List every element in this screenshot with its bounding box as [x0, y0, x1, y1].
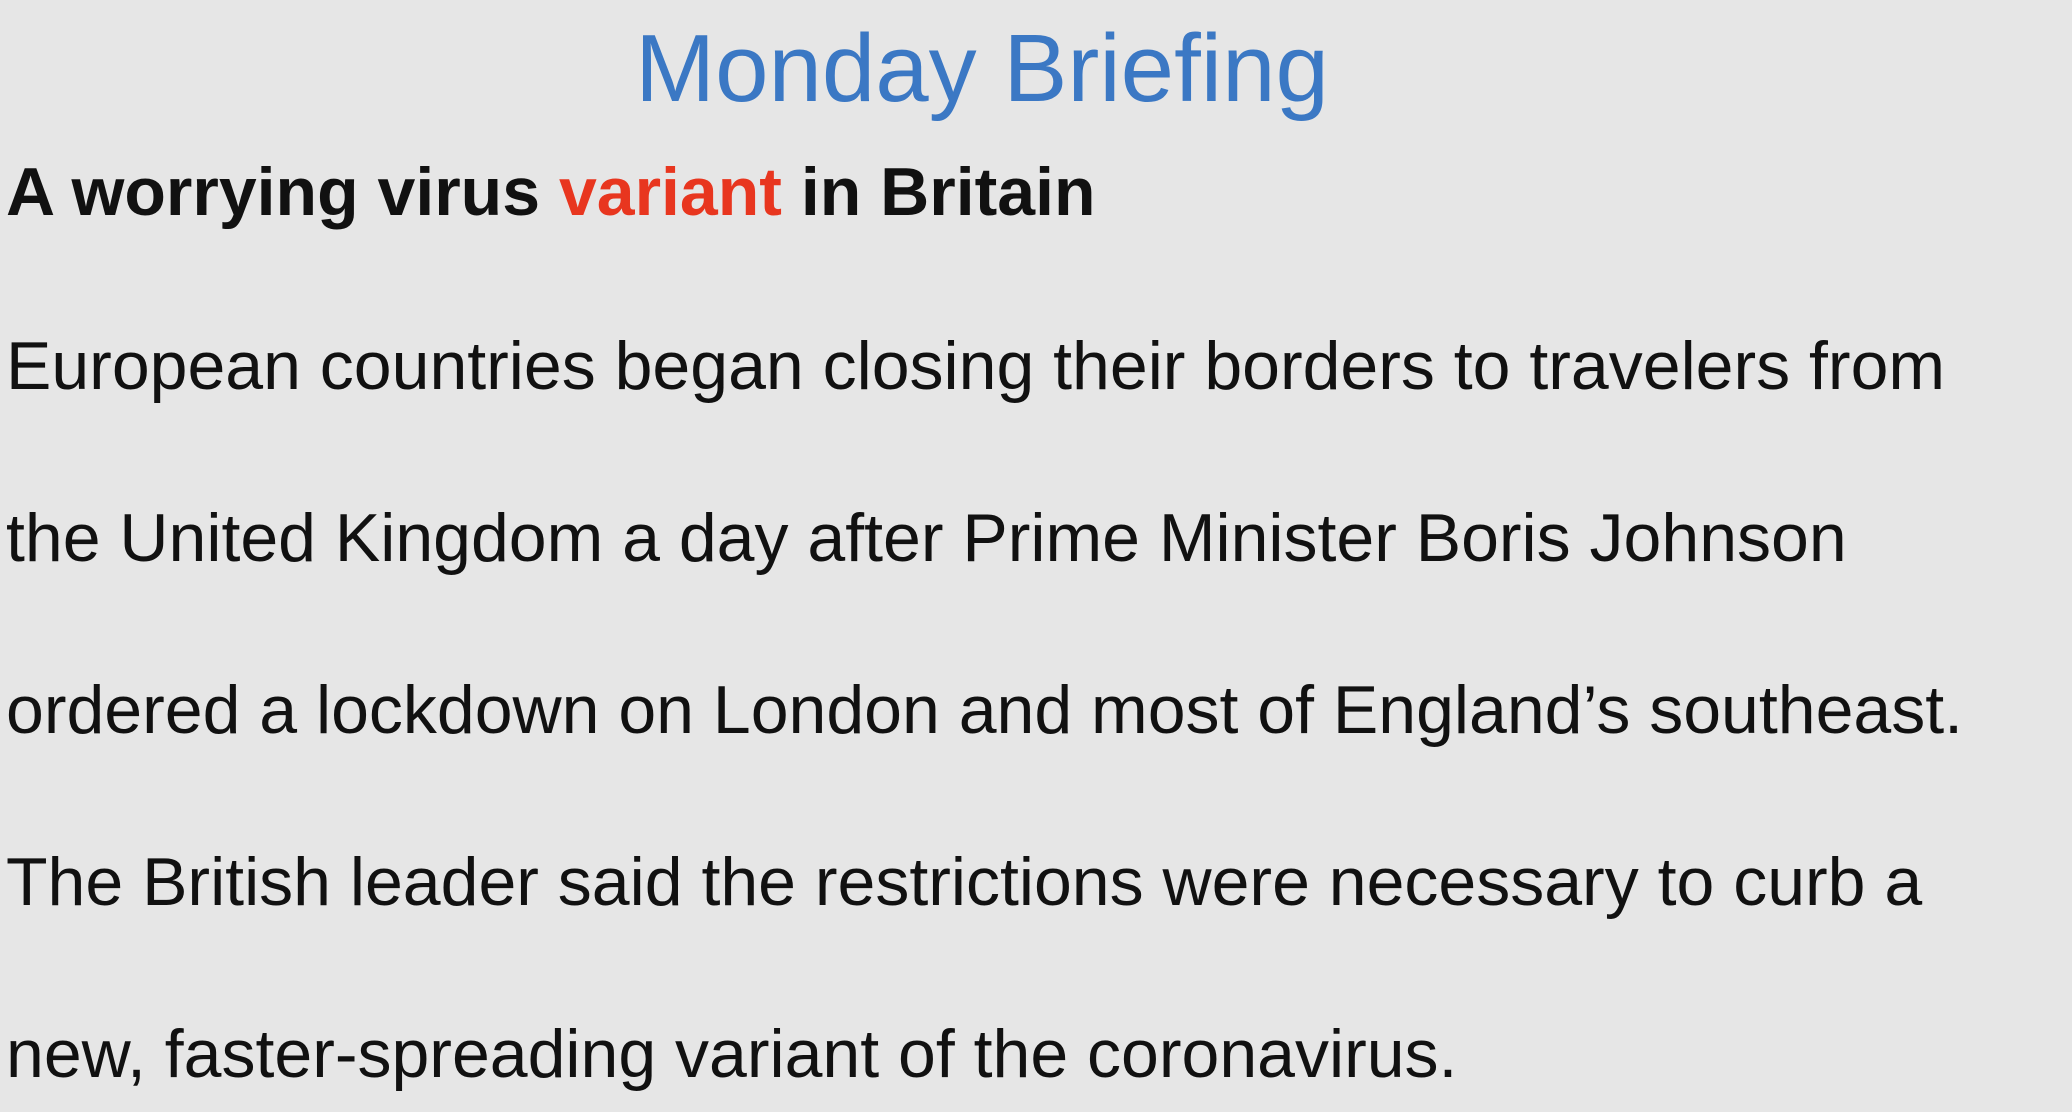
body-line-4: The British leader said the restrictions…: [6, 844, 1923, 920]
slide-title: Monday Briefing: [635, 15, 1329, 122]
headline-text-before: A worrying virus: [6, 154, 559, 230]
headline: A worrying virus variant in Britain: [6, 142, 1096, 242]
body-line-5: new, faster-spreading variant of the cor…: [6, 1016, 1458, 1092]
headline-text-after: in Britain: [781, 154, 1096, 230]
body-line-1: European countries began closing their b…: [6, 328, 1946, 404]
body-line-3: ordered a lockdown on London and most of…: [6, 672, 1963, 748]
body-line-2: the United Kingdom a day after Prime Min…: [6, 500, 1847, 576]
headline-highlight: variant: [558, 154, 782, 230]
